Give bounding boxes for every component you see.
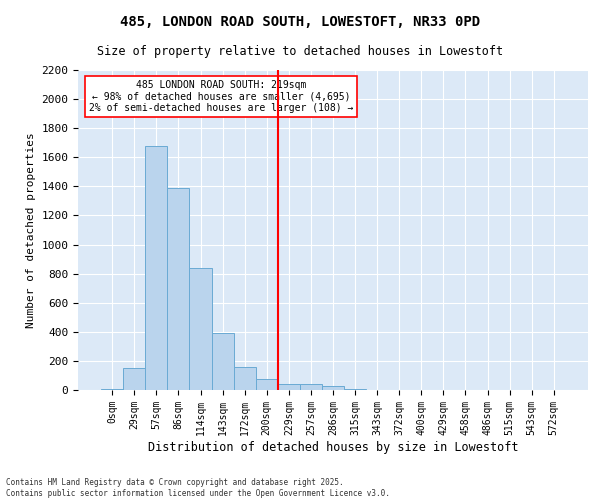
Text: 485 LONDON ROAD SOUTH: 219sqm
← 98% of detached houses are smaller (4,695)
2% of: 485 LONDON ROAD SOUTH: 219sqm ← 98% of d… xyxy=(89,80,353,113)
Bar xyxy=(256,379,278,390)
Text: Contains HM Land Registry data © Crown copyright and database right 2025.
Contai: Contains HM Land Registry data © Crown c… xyxy=(6,478,390,498)
Bar xyxy=(167,188,190,390)
Bar xyxy=(278,384,300,390)
Bar xyxy=(300,384,322,390)
X-axis label: Distribution of detached houses by size in Lowestoft: Distribution of detached houses by size … xyxy=(148,440,518,454)
Bar xyxy=(233,366,256,390)
Y-axis label: Number of detached properties: Number of detached properties xyxy=(26,132,36,328)
Bar xyxy=(123,368,145,390)
Bar xyxy=(145,146,167,390)
Bar xyxy=(190,268,212,390)
Text: 485, LONDON ROAD SOUTH, LOWESTOFT, NR33 0PD: 485, LONDON ROAD SOUTH, LOWESTOFT, NR33 … xyxy=(120,15,480,29)
Bar xyxy=(212,334,233,390)
Bar xyxy=(322,386,344,390)
Text: Size of property relative to detached houses in Lowestoft: Size of property relative to detached ho… xyxy=(97,45,503,58)
